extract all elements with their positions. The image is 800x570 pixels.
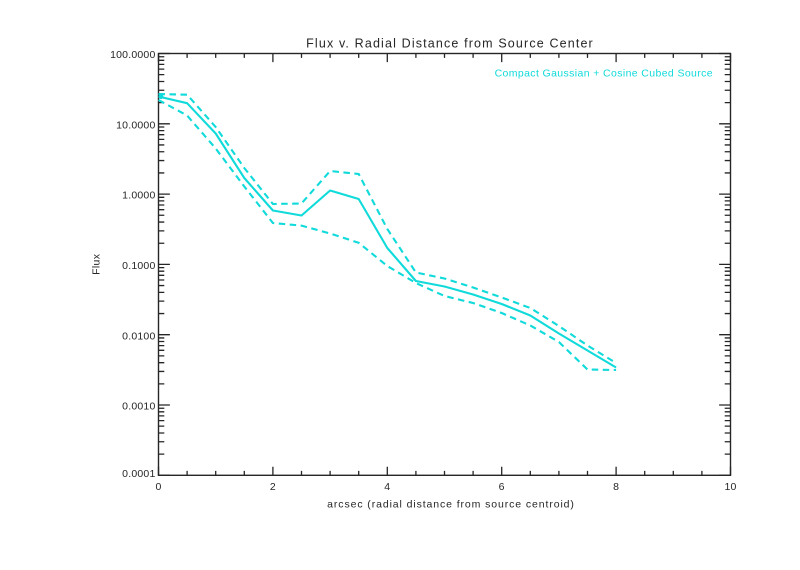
svg-text:arcsec (radial distance from s: arcsec (radial distance from source cent… <box>327 499 575 511</box>
svg-text:1.0000: 1.0000 <box>122 190 155 202</box>
svg-text:0.0100: 0.0100 <box>122 330 155 342</box>
svg-text:0.1000: 0.1000 <box>122 260 155 272</box>
svg-text:8: 8 <box>613 481 619 493</box>
svg-text:Flux v. Radial Distance from S: Flux v. Radial Distance from Source Cent… <box>306 36 594 50</box>
svg-text:0.0010: 0.0010 <box>122 401 155 413</box>
svg-text:2: 2 <box>270 481 276 493</box>
svg-text:6: 6 <box>499 481 505 493</box>
svg-text:4: 4 <box>384 481 390 493</box>
svg-text:0: 0 <box>155 481 161 493</box>
svg-text:Compact Gaussian + Cosine Cube: Compact Gaussian + Cosine Cubed Source <box>495 68 713 80</box>
svg-text:10.0000: 10.0000 <box>116 119 155 131</box>
svg-text:0.0001: 0.0001 <box>122 468 155 480</box>
svg-text:100.0000: 100.0000 <box>110 49 155 61</box>
svg-text:Flux: Flux <box>91 253 103 275</box>
svg-text:10: 10 <box>724 481 736 493</box>
